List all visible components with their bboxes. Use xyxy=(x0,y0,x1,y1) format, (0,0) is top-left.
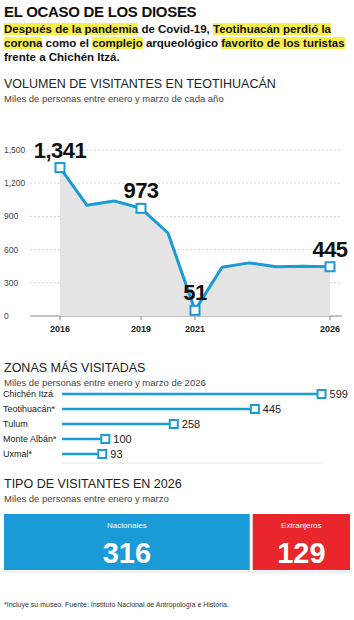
category-label: Uxmal* xyxy=(3,449,33,459)
x-tick xyxy=(60,316,61,320)
data-label: 973 xyxy=(123,178,158,203)
subtitle-part: arqueológico xyxy=(143,37,222,49)
y-tick-label: 0 xyxy=(4,311,9,321)
title: EL OCASO DE LOS DIOSES xyxy=(4,3,196,20)
chart-title: VOLUMEN DE VISITANTES EN TEOTIHUACÁN xyxy=(4,76,276,91)
stacked-bars xyxy=(4,514,350,570)
chart-title: TIPO DE VISITANTES EN 2026 xyxy=(4,477,182,491)
y-tick-label: 600 xyxy=(4,245,18,255)
data-label: 100 xyxy=(113,433,131,445)
line xyxy=(60,168,330,311)
y-tick-label: 900 xyxy=(4,211,18,221)
legend-label: Extranjeros xyxy=(281,521,321,530)
bar-end-marker xyxy=(98,450,106,458)
bar-segment xyxy=(253,514,350,570)
data-label: 445 xyxy=(263,403,281,415)
bar-end-marker xyxy=(101,435,109,443)
x-tick-label: 2021 xyxy=(185,324,205,334)
data-label: 1,341 xyxy=(34,138,87,163)
bar-segment xyxy=(4,514,250,570)
data-label: 51 xyxy=(183,280,207,305)
chart-subtitle: Miles de personas entre enero y marzo de… xyxy=(4,93,224,104)
bar xyxy=(62,408,255,411)
marker xyxy=(326,262,335,271)
stage: VOLUMEN DE VISITANTES EN TEOTIHUACÁN Mile… xyxy=(0,0,354,620)
data-label: 258 xyxy=(182,418,200,430)
y-tick-label: 300 xyxy=(4,278,18,288)
data-label: 445 xyxy=(312,237,347,262)
bar xyxy=(62,393,322,396)
grid-line xyxy=(30,183,342,184)
bar xyxy=(62,423,174,426)
bar-end-marker xyxy=(318,390,326,398)
y-tick-label: 1,500 xyxy=(4,145,26,155)
category-label: Tulum xyxy=(3,419,28,429)
x-tick-label: 2016 xyxy=(50,324,70,334)
subtitle-part: como el xyxy=(42,37,92,49)
subtitle-part: Después de la pandemia xyxy=(4,23,138,35)
area xyxy=(60,168,330,316)
subtitle: Después de la pandemia de Covid-19, Teot… xyxy=(4,22,350,64)
data-label: 129 xyxy=(277,537,325,569)
x-tick xyxy=(141,316,142,320)
category-label: Monte Albán* xyxy=(3,434,57,444)
category-label: Teotihuacán* xyxy=(3,404,56,414)
bars xyxy=(62,390,326,458)
x-tick-label: 2026 xyxy=(320,324,340,334)
x-tick xyxy=(330,316,331,320)
subtitle-part: complejo xyxy=(92,37,142,49)
bar xyxy=(62,438,105,441)
plot-marks xyxy=(56,163,335,316)
chart-subtitle: Miles de personas entre enero y marzo de… xyxy=(4,377,206,388)
footnote: *Incluye su museo. Fuente: Instituto Nac… xyxy=(4,601,229,609)
chart-title: ZONAS MÁS VISITADAS xyxy=(4,360,145,375)
subtitle-part: favorito de los turistas xyxy=(221,37,344,49)
bar-end-marker xyxy=(251,405,259,413)
x-tick-label: 2019 xyxy=(131,324,151,334)
subtitle-part: frente a Chichén Itzá. xyxy=(4,51,120,63)
x-tick xyxy=(195,316,196,320)
bar-end-marker xyxy=(170,420,178,428)
data-label: 599 xyxy=(330,388,348,400)
y-tick-label: 1,200 xyxy=(4,178,26,188)
marker xyxy=(137,204,146,213)
data-label: 93 xyxy=(110,448,122,460)
axis-line xyxy=(62,463,322,464)
subtitle-part: de Covid-19, xyxy=(138,23,213,35)
marker xyxy=(56,163,65,172)
data-label: 316 xyxy=(103,537,151,569)
marker xyxy=(191,306,200,315)
axis-line xyxy=(4,572,350,573)
category-label: Chichén Itzá xyxy=(3,389,53,399)
bar xyxy=(62,453,102,456)
legend-label: Nacionales xyxy=(107,521,147,530)
chart-subtitle: Miles de personas entre enero y marzo xyxy=(4,493,169,504)
